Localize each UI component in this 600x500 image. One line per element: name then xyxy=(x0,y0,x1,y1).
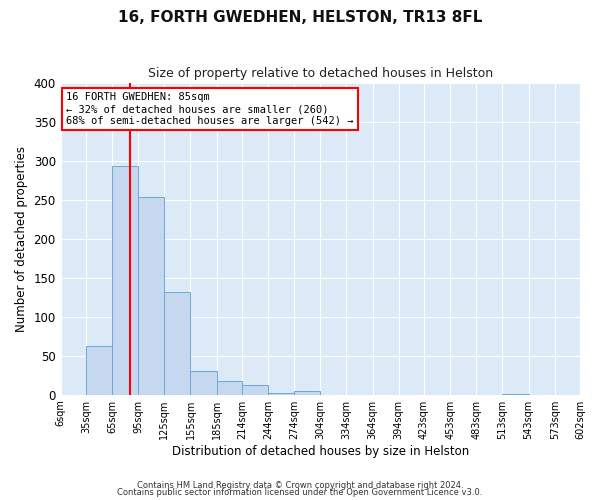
Text: 16, FORTH GWEDHEN, HELSTON, TR13 8FL: 16, FORTH GWEDHEN, HELSTON, TR13 8FL xyxy=(118,10,482,25)
X-axis label: Distribution of detached houses by size in Helston: Distribution of detached houses by size … xyxy=(172,444,469,458)
Bar xyxy=(217,380,242,394)
Text: 16 FORTH GWEDHEN: 85sqm
← 32% of detached houses are smaller (260)
68% of semi-d: 16 FORTH GWEDHEN: 85sqm ← 32% of detache… xyxy=(66,92,353,126)
Bar xyxy=(294,391,320,394)
Y-axis label: Number of detached properties: Number of detached properties xyxy=(15,146,28,332)
Bar xyxy=(268,393,294,394)
Text: Contains HM Land Registry data © Crown copyright and database right 2024.: Contains HM Land Registry data © Crown c… xyxy=(137,480,463,490)
Title: Size of property relative to detached houses in Helston: Size of property relative to detached ho… xyxy=(148,68,493,80)
Bar xyxy=(112,166,138,394)
Bar xyxy=(190,372,217,394)
Bar xyxy=(164,292,190,394)
Bar xyxy=(86,346,112,395)
Text: Contains public sector information licensed under the Open Government Licence v3: Contains public sector information licen… xyxy=(118,488,482,497)
Bar xyxy=(242,386,268,394)
Bar xyxy=(138,197,164,394)
